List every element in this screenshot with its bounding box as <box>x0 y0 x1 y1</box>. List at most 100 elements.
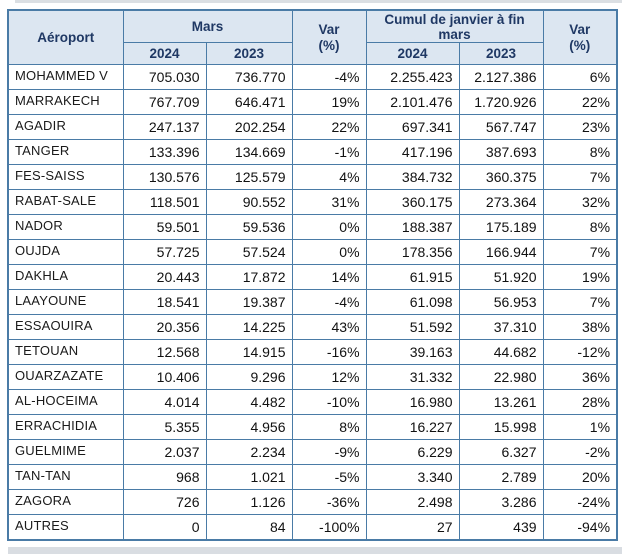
mars-2024-cell: 0 <box>122 514 207 540</box>
mars-2023-cell: 2.234 <box>205 439 293 465</box>
var-mars-cell: -36% <box>291 489 367 515</box>
airport-name-cell: TAN-TAN <box>7 464 124 490</box>
var-cumul-cell: 23% <box>542 114 618 140</box>
table-body: MOHAMMED V 705.030 736.770 -4% 2.255.423 2.12… <box>7 64 618 540</box>
mars-2024-cell: 57.725 <box>122 239 207 265</box>
mars-2024-cell: 767.709 <box>122 89 207 115</box>
table-row: AGADIR 247.137 202.254 22% 697.341 567.747 23% <box>7 114 618 140</box>
cumul-2023-cell: 6.327 <box>458 439 544 465</box>
cumul-2023-cell: 37.310 <box>458 314 544 340</box>
var-mars-cell: 0% <box>291 239 367 265</box>
subheader-cumul-2023: 2023 <box>458 42 544 65</box>
mars-2024-cell: 20.356 <box>122 314 207 340</box>
var-cumul-cell: 28% <box>542 389 618 415</box>
mars-2024-cell: 130.576 <box>122 164 207 190</box>
var-mars-cell: -16% <box>291 339 367 365</box>
cumul-2023-cell: 3.286 <box>458 489 544 515</box>
table-row: FES-SAISS 130.576 125.579 4% 384.732 360.375 7… <box>7 164 618 190</box>
cumul-2024-cell: 61.098 <box>365 289 460 315</box>
mars-2023-cell: 646.471 <box>205 89 293 115</box>
airport-traffic-table: Aéroport Mars Var (%) Cumul de janvier à… <box>7 9 619 541</box>
table-row: AL-HOCEIMA 4.014 4.482 -10% 16.980 13.261 28% <box>7 389 618 415</box>
cumul-2023-cell: 22.980 <box>458 364 544 390</box>
var-cumul-cell: 7% <box>542 239 618 265</box>
mars-2023-cell: 4.482 <box>205 389 293 415</box>
var-mars-cell: -10% <box>291 389 367 415</box>
mars-2024-cell: 247.137 <box>122 114 207 140</box>
subheader-mars-2023: 2023 <box>205 42 293 65</box>
cumul-2024-cell: 39.163 <box>365 339 460 365</box>
airport-name-cell: TETOUAN <box>7 339 124 365</box>
cumul-2023-cell: 2.127.386 <box>458 64 544 90</box>
table-row: LAAYOUNE 18.541 19.387 -4% 61.098 56.953 7% <box>7 289 618 315</box>
mars-2023-cell: 90.552 <box>205 189 293 215</box>
cumul-2024-cell: 2.255.423 <box>365 64 460 90</box>
var-cumul-cell: -24% <box>542 489 618 515</box>
mars-2024-cell: 18.541 <box>122 289 207 315</box>
airport-name-cell: GUELMIME <box>7 439 124 465</box>
subheader-mars-2024: 2024 <box>122 42 207 65</box>
cumul-2024-cell: 2.498 <box>365 489 460 515</box>
cumul-2024-cell: 360.175 <box>365 189 460 215</box>
mars-2023-cell: 57.524 <box>205 239 293 265</box>
cumul-2023-cell: 387.693 <box>458 139 544 165</box>
header-row-sub: 2024 2023 2024 2023 <box>8 42 617 65</box>
mars-2024-cell: 5.355 <box>122 414 207 440</box>
airport-name-cell: OUARZAZATE <box>7 364 124 390</box>
cumul-2024-cell: 51.592 <box>365 314 460 340</box>
mars-2023-cell: 17.872 <box>205 264 293 290</box>
cumul-2023-cell: 1.720.926 <box>458 89 544 115</box>
col-header-cumul: Cumul de janvier à fin mars <box>365 9 544 43</box>
var-mars-cell: 4% <box>291 164 367 190</box>
mars-2024-cell: 133.396 <box>122 139 207 165</box>
cumul-2024-cell: 384.732 <box>365 164 460 190</box>
var-cumul-cell: 32% <box>542 189 618 215</box>
mars-2023-cell: 125.579 <box>205 164 293 190</box>
mars-2024-cell: 2.037 <box>122 439 207 465</box>
cumul-2023-cell: 175.189 <box>458 214 544 240</box>
table-row: ZAGORA 726 1.126 -36% 2.498 3.286 -24% <box>7 489 618 515</box>
col-header-mars: Mars <box>122 9 293 43</box>
mars-2023-cell: 14.915 <box>205 339 293 365</box>
var-cumul-cell: 19% <box>542 264 618 290</box>
airport-name-cell: DAKHLA <box>7 264 124 290</box>
table-row: MARRAKECH 767.709 646.471 19% 2.101.476 1.720… <box>7 89 618 115</box>
mars-2024-cell: 968 <box>122 464 207 490</box>
table-row: MOHAMMED V 705.030 736.770 -4% 2.255.423 2.12… <box>7 64 618 90</box>
mars-2023-cell: 59.536 <box>205 214 293 240</box>
mars-2024-cell: 20.443 <box>122 264 207 290</box>
mars-2023-cell: 84 <box>205 514 293 540</box>
col-header-var-mars: Var (%) <box>291 9 367 65</box>
mars-2024-cell: 59.501 <box>122 214 207 240</box>
var-mars-cell: -4% <box>291 289 367 315</box>
mars-2023-cell: 4.956 <box>205 414 293 440</box>
cumul-2024-cell: 3.340 <box>365 464 460 490</box>
var-cumul-cell: 6% <box>542 64 618 90</box>
cumul-2024-cell: 697.341 <box>365 114 460 140</box>
airport-name-cell: AL-HOCEIMA <box>7 389 124 415</box>
airport-name-cell: NADOR <box>7 214 124 240</box>
mars-2023-cell: 9.296 <box>205 364 293 390</box>
airport-name-cell: AGADIR <box>7 114 124 140</box>
var-cumul-cell: -12% <box>542 339 618 365</box>
var-mars-cell: -9% <box>291 439 367 465</box>
var-cumul-cell: 8% <box>542 139 618 165</box>
airport-name-cell: ERRACHIDIA <box>7 414 124 440</box>
cumul-2023-cell: 56.953 <box>458 289 544 315</box>
airport-name-cell: ZAGORA <box>7 489 124 515</box>
var-cumul-cell: -2% <box>542 439 618 465</box>
airport-name-cell: ESSAOUIRA <box>7 314 124 340</box>
table-row: RABAT-SALE 118.501 90.552 31% 360.175 273.364… <box>7 189 618 215</box>
airport-name-cell: LAAYOUNE <box>7 289 124 315</box>
var-mars-cell: 0% <box>291 214 367 240</box>
cumul-2024-cell: 31.332 <box>365 364 460 390</box>
var-mars-cell: 19% <box>291 89 367 115</box>
mars-2024-cell: 12.568 <box>122 339 207 365</box>
var-mars-cell: 31% <box>291 189 367 215</box>
table-row: AUTRES 0 84 -100% 27 439 -94% <box>7 514 618 540</box>
airport-name-cell: RABAT-SALE <box>7 189 124 215</box>
cumul-2023-cell: 51.920 <box>458 264 544 290</box>
cumul-2024-cell: 27 <box>365 514 460 540</box>
var-mars-cell: -100% <box>291 514 367 540</box>
var-cumul-cell: 22% <box>542 89 618 115</box>
